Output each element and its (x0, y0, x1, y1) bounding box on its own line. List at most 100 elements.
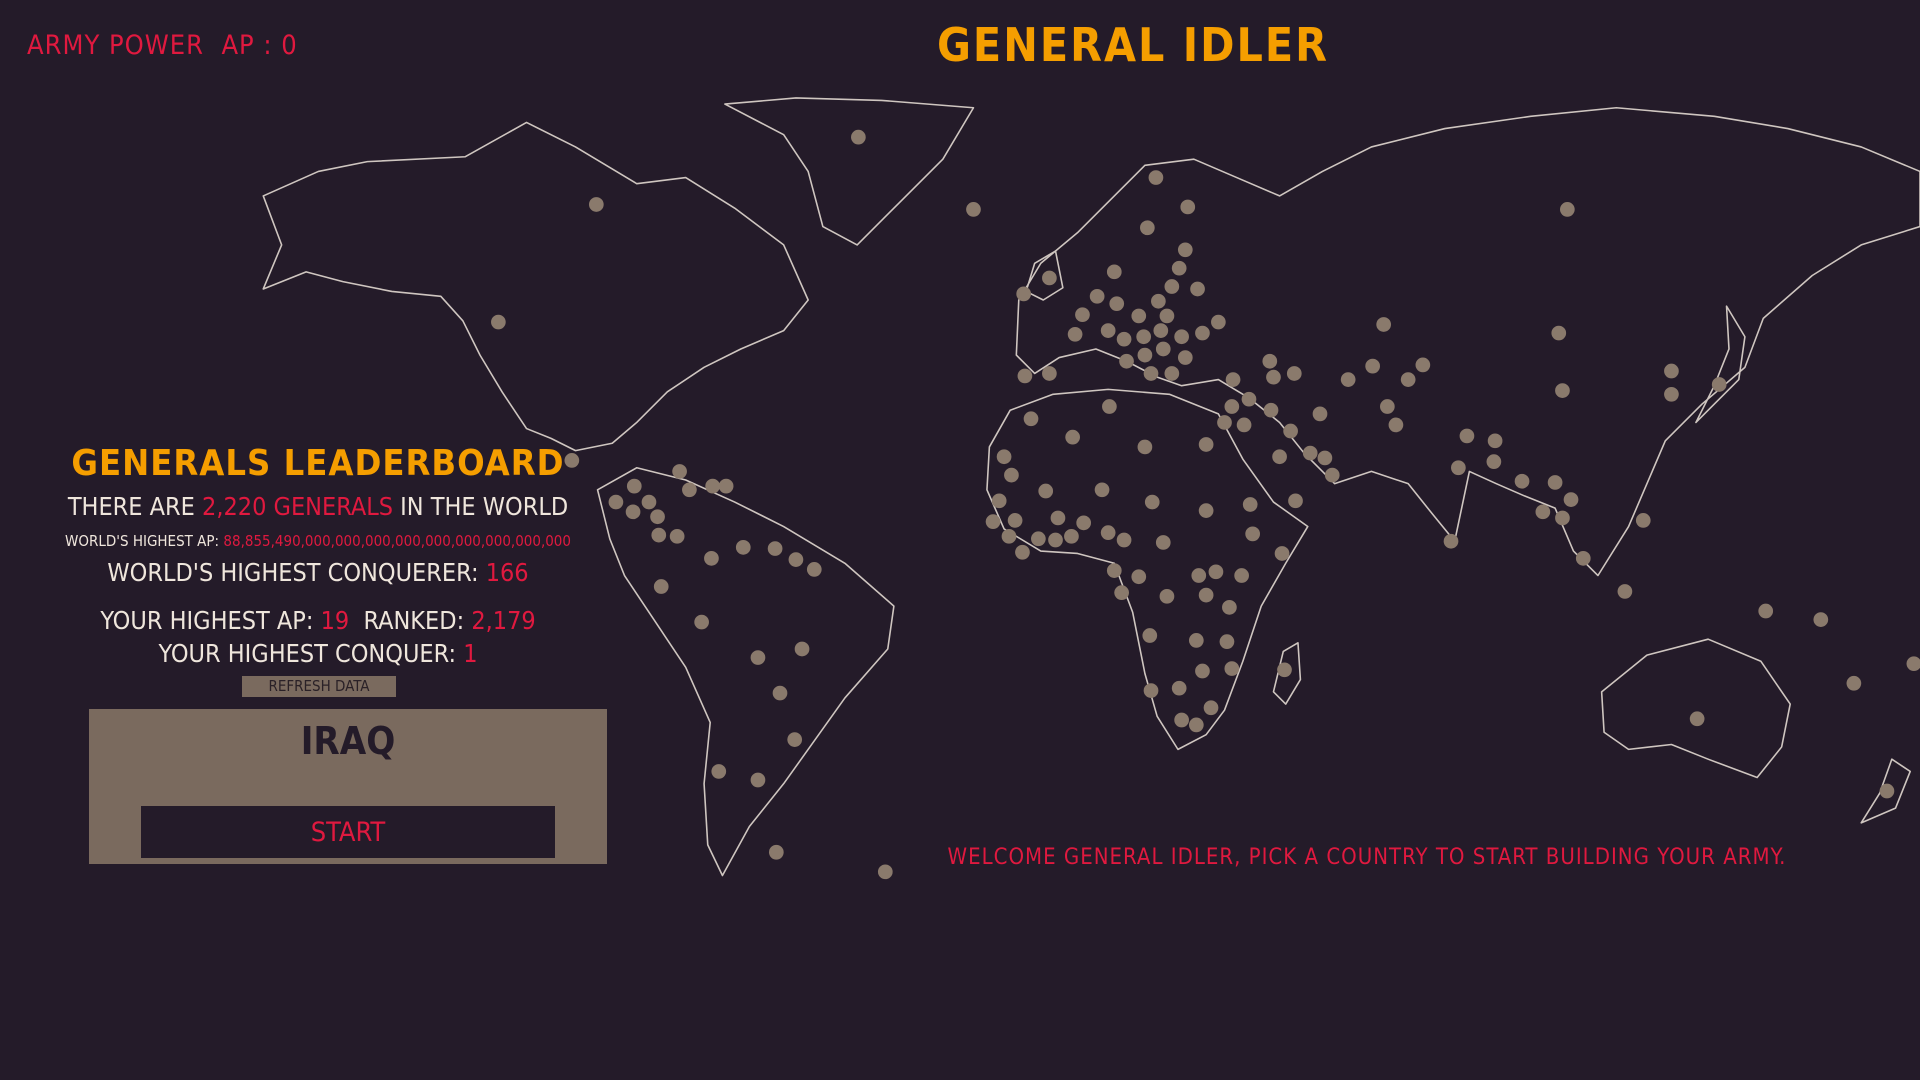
country-marker[interactable] (491, 314, 506, 330)
country-marker[interactable] (1136, 329, 1152, 345)
country-marker[interactable] (1340, 372, 1356, 387)
country-marker[interactable] (1015, 544, 1030, 560)
country-marker[interactable] (1137, 439, 1153, 455)
country-marker[interactable] (1164, 279, 1180, 294)
country-marker[interactable] (1219, 634, 1235, 649)
country-marker[interactable] (650, 509, 665, 525)
country-marker[interactable] (1174, 712, 1189, 728)
start-button[interactable]: START (141, 806, 555, 858)
country-marker[interactable] (1272, 449, 1287, 465)
country-marker[interactable] (1177, 242, 1193, 258)
country-marker[interactable] (1224, 399, 1240, 414)
country-marker[interactable] (985, 514, 1001, 529)
country-marker[interactable] (1198, 587, 1214, 603)
country-marker[interactable] (1547, 475, 1563, 490)
country-marker[interactable] (1555, 510, 1570, 526)
country-marker[interactable] (1137, 347, 1153, 363)
country-marker[interactable] (1283, 423, 1298, 439)
country-marker[interactable] (1188, 717, 1204, 733)
country-marker[interactable] (1813, 612, 1829, 627)
country-marker[interactable] (772, 685, 788, 701)
country-marker[interactable] (1242, 497, 1258, 512)
country-marker[interactable] (1635, 513, 1651, 528)
country-marker[interactable] (1225, 372, 1241, 387)
country-marker[interactable] (704, 551, 719, 566)
country-marker[interactable] (1089, 288, 1105, 304)
refresh-data-button[interactable]: REFRESH DATA (242, 676, 396, 697)
country-marker[interactable] (1415, 357, 1431, 373)
country-marker[interactable] (1198, 437, 1214, 452)
country-marker[interactable] (1288, 493, 1303, 509)
country-marker[interactable] (966, 202, 981, 217)
country-marker[interactable] (788, 552, 804, 567)
country-marker[interactable] (669, 528, 685, 544)
country-marker[interactable] (1076, 515, 1092, 531)
country-marker[interactable] (1400, 372, 1416, 387)
country-marker[interactable] (1023, 411, 1039, 427)
country-marker[interactable] (1262, 353, 1278, 369)
country-marker[interactable] (1451, 460, 1466, 476)
country-marker[interactable] (1689, 711, 1705, 727)
country-marker[interactable] (1155, 535, 1171, 550)
country-marker[interactable] (1114, 585, 1129, 600)
country-marker[interactable] (1116, 331, 1132, 347)
country-marker[interactable] (1174, 329, 1189, 345)
country-marker[interactable] (1100, 525, 1116, 540)
country-marker[interactable] (1203, 700, 1219, 716)
country-marker[interactable] (653, 579, 669, 594)
country-marker[interactable] (1198, 503, 1214, 518)
country-marker[interactable] (1031, 531, 1046, 547)
country-marker[interactable] (991, 493, 1007, 509)
country-marker[interactable] (1143, 683, 1159, 698)
country-marker[interactable] (1380, 399, 1395, 414)
country-marker[interactable] (1236, 417, 1252, 433)
country-marker[interactable] (1535, 504, 1551, 520)
country-marker[interactable] (750, 650, 766, 665)
country-marker[interactable] (1148, 170, 1164, 185)
country-marker[interactable] (1131, 569, 1147, 585)
country-marker[interactable] (608, 494, 624, 510)
country-marker[interactable] (564, 453, 580, 468)
country-marker[interactable] (1317, 450, 1333, 466)
country-marker[interactable] (1004, 467, 1019, 483)
country-marker[interactable] (1143, 366, 1159, 381)
country-marker[interactable] (1144, 494, 1160, 510)
country-marker[interactable] (1563, 492, 1579, 507)
country-marker[interactable] (1050, 510, 1066, 526)
country-marker[interactable] (1038, 483, 1054, 499)
country-marker[interactable] (588, 197, 604, 212)
country-marker[interactable] (1217, 415, 1232, 430)
country-marker[interactable] (851, 129, 866, 145)
country-marker[interactable] (1551, 325, 1567, 341)
country-marker[interactable] (1266, 369, 1281, 385)
country-marker[interactable] (1190, 281, 1205, 297)
country-marker[interactable] (1195, 325, 1210, 341)
country-marker[interactable] (1155, 341, 1171, 357)
country-marker[interactable] (1514, 473, 1530, 489)
country-marker[interactable] (1312, 406, 1328, 422)
country-marker[interactable] (1443, 533, 1459, 549)
country-marker[interactable] (705, 478, 720, 494)
country-marker[interactable] (1171, 260, 1187, 276)
country-marker[interactable] (651, 527, 667, 543)
country-marker[interactable] (1234, 568, 1249, 583)
country-marker[interactable] (1177, 350, 1193, 365)
country-marker[interactable] (1042, 270, 1057, 286)
country-marker[interactable] (1106, 264, 1122, 280)
country-marker[interactable] (1119, 353, 1134, 369)
country-marker[interactable] (1007, 513, 1023, 528)
country-marker[interactable] (735, 540, 751, 555)
country-marker[interactable] (1094, 482, 1110, 498)
country-marker[interactable] (1180, 199, 1196, 215)
country-marker[interactable] (1191, 568, 1207, 583)
country-marker[interactable] (1159, 308, 1175, 324)
country-marker[interactable] (1302, 445, 1318, 461)
country-marker[interactable] (1575, 551, 1591, 566)
country-marker[interactable] (1388, 417, 1404, 433)
country-marker[interactable] (1263, 402, 1279, 418)
country-marker[interactable] (768, 844, 784, 860)
country-marker[interactable] (767, 541, 783, 556)
country-marker[interactable] (1164, 366, 1180, 381)
country-marker[interactable] (672, 464, 687, 479)
country-marker[interactable] (1459, 428, 1475, 444)
